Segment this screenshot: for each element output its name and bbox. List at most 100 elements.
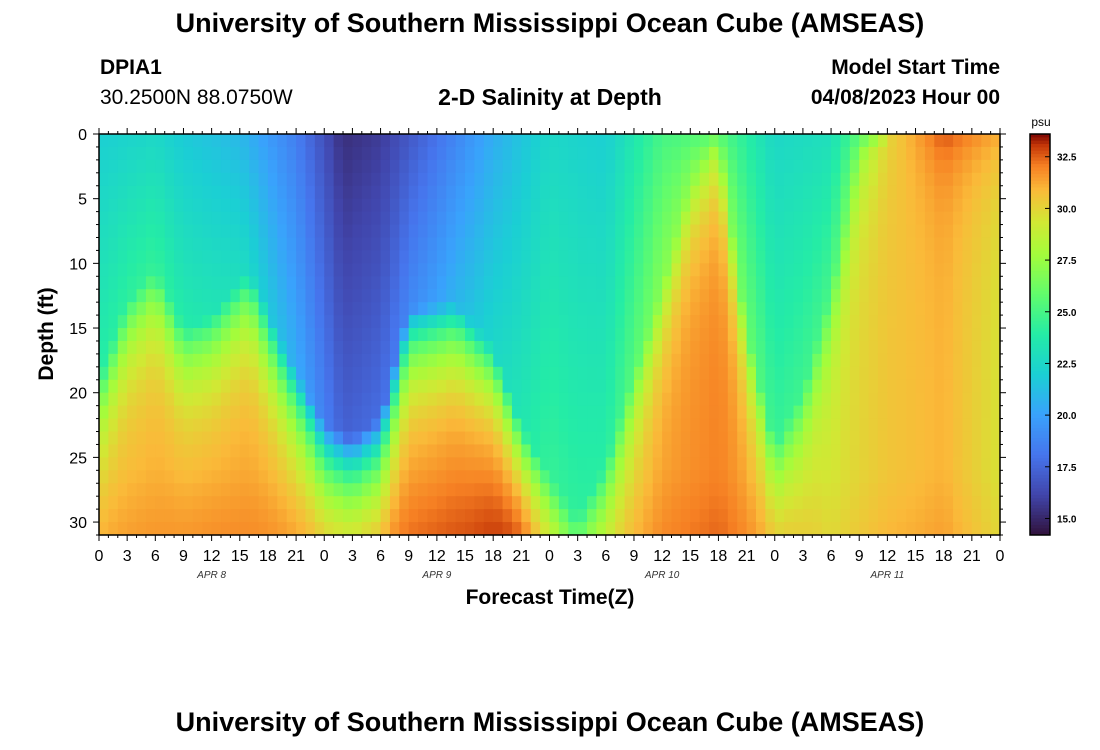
heatmap-cell: [755, 483, 766, 497]
heatmap-cell: [605, 457, 616, 471]
colorbar-segment: [1030, 180, 1050, 185]
heatmap-cell: [971, 263, 982, 277]
heatmap-cell: [624, 159, 635, 174]
heatmap-cell: [746, 328, 757, 342]
heatmap-cell: [249, 496, 260, 510]
heatmap-cell: [221, 340, 231, 355]
heatmap-cell: [849, 418, 860, 433]
heatmap-cell: [624, 328, 635, 342]
heatmap-cell: [202, 276, 213, 290]
heatmap-cell: [868, 496, 879, 510]
heatmap-cell: [474, 159, 485, 174]
heatmap-cell: [774, 315, 785, 329]
heatmap-cell: [502, 185, 513, 200]
colorbar-segment: [1030, 250, 1050, 255]
heatmap-cell: [615, 509, 626, 523]
heatmap-cell: [530, 237, 541, 252]
heatmap-cell: [605, 328, 616, 342]
heatmap-cell: [465, 366, 476, 381]
heatmap-cell: [249, 444, 260, 458]
heatmap-cell: [474, 496, 485, 510]
heatmap-cell: [314, 470, 325, 484]
heatmap-cell: [662, 392, 673, 407]
heatmap-cell: [164, 237, 175, 252]
heatmap-cell: [793, 211, 804, 226]
heatmap-cell: [915, 172, 926, 187]
heatmap-cell: [981, 470, 992, 484]
heatmap-cell: [765, 276, 776, 290]
heatmap-cell: [221, 315, 231, 329]
heatmap-cell: [671, 340, 682, 355]
heatmap-cell: [924, 198, 935, 213]
heatmap-cell: [99, 302, 109, 316]
heatmap-cell: [192, 159, 203, 174]
heatmap-cell: [662, 224, 673, 239]
heatmap-cell: [333, 224, 344, 239]
heatmap-cell: [568, 470, 579, 484]
heatmap-cell: [192, 328, 203, 342]
heatmap-cell: [174, 237, 185, 252]
heatmap-cell: [183, 418, 194, 433]
heatmap-cell: [389, 211, 400, 226]
heatmap-cell: [502, 405, 513, 420]
heatmap-cell: [887, 405, 898, 420]
heatmap-cell: [277, 392, 288, 407]
heatmap-cell: [202, 405, 213, 420]
colorbar-segment: [1030, 374, 1050, 379]
heatmap-cell: [662, 315, 673, 329]
heatmap-cell: [709, 211, 720, 226]
heatmap-cell: [371, 289, 382, 303]
heatmap-cell: [746, 315, 757, 329]
heatmap-cell: [709, 340, 720, 355]
heatmap-cell: [577, 457, 588, 471]
heatmap-cell: [530, 353, 541, 368]
heatmap-cell: [324, 509, 335, 523]
heatmap-cell: [540, 302, 551, 316]
heatmap-cell: [633, 444, 644, 458]
date-label: APR 10: [644, 570, 680, 581]
heatmap-cell: [540, 224, 551, 239]
heatmap-cell: [709, 134, 720, 148]
heatmap-cell: [793, 302, 804, 316]
heatmap-cell: [455, 457, 466, 471]
heatmap-cell: [380, 315, 391, 329]
heatmap-cell: [493, 289, 504, 303]
colorbar-frame: [1029, 133, 1051, 536]
heatmap-cell: [887, 444, 898, 458]
heatmap-cell: [699, 457, 710, 471]
heatmap-cell: [333, 276, 344, 290]
heatmap-cell: [436, 159, 447, 174]
heatmap-cell: [652, 340, 663, 355]
heatmap-cell: [258, 237, 269, 252]
heatmap-cell: [755, 353, 766, 368]
heatmap-cell: [361, 224, 372, 239]
heatmap-cell: [277, 509, 288, 523]
heatmap-cell: [868, 431, 879, 446]
heatmap-cell: [953, 444, 964, 458]
heatmap-cell: [427, 392, 438, 407]
heatmap-cell: [831, 340, 842, 355]
heatmap-cell: [521, 198, 532, 213]
heatmap-cell: [849, 353, 860, 368]
heatmap-cell: [971, 457, 982, 471]
heatmap-cell: [568, 405, 579, 420]
colorbar-segment: [1030, 224, 1050, 229]
heatmap-cell: [709, 172, 720, 187]
heatmap-cell: [164, 340, 175, 355]
heatmap-cell: [277, 289, 288, 303]
heatmap-cell: [821, 509, 832, 523]
heatmap-cell: [709, 328, 720, 342]
heatmap-cell: [371, 185, 382, 200]
colorbar-segment: [1030, 214, 1050, 219]
heatmap-cell: [258, 315, 269, 329]
heatmap-cell: [971, 250, 982, 264]
heatmap-cell: [737, 172, 748, 187]
heatmap-cell: [737, 340, 748, 355]
heatmap-cell: [239, 457, 250, 471]
heatmap-cell: [436, 470, 447, 484]
heatmap-cell: [352, 146, 363, 161]
x-tick-label: 12: [653, 548, 671, 565]
heatmap-cell: [821, 457, 832, 471]
heatmap-cell: [915, 159, 926, 174]
heatmap-cell: [202, 224, 213, 239]
